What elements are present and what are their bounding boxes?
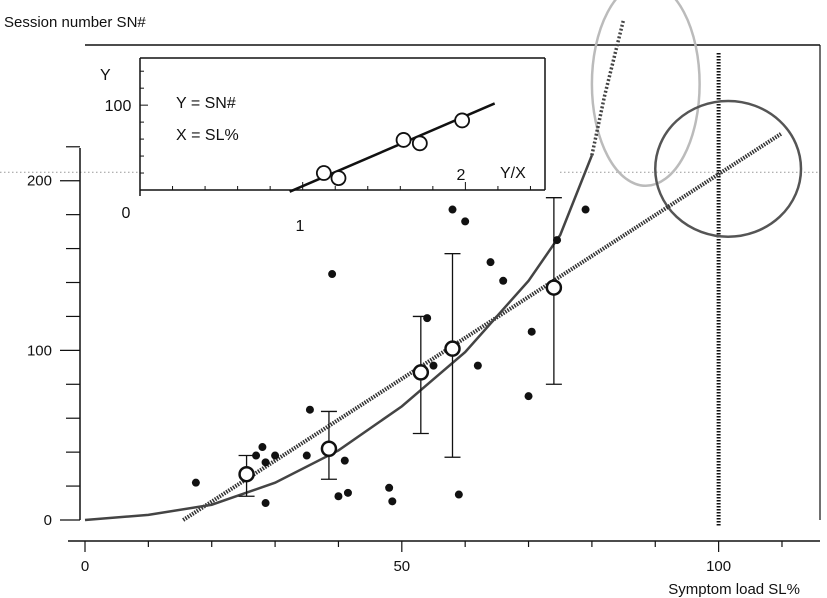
y-tick-label: 0 <box>44 512 52 529</box>
data-point <box>461 217 470 226</box>
mean-point <box>545 279 563 296</box>
data-point <box>343 488 352 497</box>
data-point <box>271 451 280 460</box>
mean-point <box>320 440 338 457</box>
inset-data-point <box>411 135 428 152</box>
data-point <box>385 483 394 492</box>
highlight-ellipse-0 <box>590 0 701 188</box>
mean-point <box>444 340 461 357</box>
data-point <box>473 361 482 370</box>
inset-annotation-y: Y = SN# <box>176 95 236 112</box>
highlight-ellipse-1 <box>654 99 803 238</box>
inset-x-tick-label: 1 <box>296 218 305 235</box>
inset-data-point <box>454 112 471 129</box>
x-tick-label: 100 <box>706 558 731 575</box>
x-tick-label: 50 <box>393 558 410 575</box>
data-point <box>334 492 343 501</box>
inset-background <box>140 56 560 190</box>
inset-y-tick-label: 100 <box>105 98 132 115</box>
inset-x-axis-label: Y/X <box>500 165 526 182</box>
x-axis-label: Symptom load SL% <box>668 581 800 598</box>
inset-y-axis-label: Y <box>100 67 111 84</box>
data-point <box>524 392 533 401</box>
data-point <box>527 327 536 336</box>
data-point <box>328 270 337 279</box>
data-point <box>581 205 590 214</box>
data-point <box>252 451 261 460</box>
data-point <box>423 314 432 323</box>
mean-point <box>238 465 255 483</box>
x-tick-label: 0 <box>81 558 89 575</box>
data-point <box>258 443 267 452</box>
data-point <box>486 258 495 267</box>
data-point <box>305 405 314 414</box>
data-point <box>340 456 349 465</box>
inset-annotation-x: X = SL% <box>176 127 239 144</box>
inset-data-point <box>395 132 412 148</box>
inset-data-point <box>315 165 332 181</box>
data-point <box>388 497 397 506</box>
data-point <box>454 490 463 499</box>
inset-plot: 0 1 2 100 Y Y/X Y = SN# X = SL% <box>100 56 560 235</box>
inset-data-point <box>330 170 347 187</box>
y-axis-label: Session number SN# <box>4 14 146 31</box>
curve-fit-extension <box>590 19 626 156</box>
curve-fit-line <box>84 154 594 522</box>
data-point <box>553 236 562 245</box>
mean-point <box>412 364 430 381</box>
data-point <box>302 451 311 460</box>
y-tick-label: 100 <box>27 342 52 359</box>
data-point <box>191 478 200 487</box>
data-point <box>261 499 270 508</box>
linear-fit-line <box>182 131 784 522</box>
data-point <box>429 361 438 370</box>
inset-x-tick-label: 2 <box>457 167 466 184</box>
data-point <box>499 276 508 285</box>
data-point <box>261 458 270 467</box>
inset-x-tick-label: 0 <box>122 205 131 222</box>
y-tick-label: 200 <box>27 173 52 190</box>
data-point <box>448 205 457 214</box>
